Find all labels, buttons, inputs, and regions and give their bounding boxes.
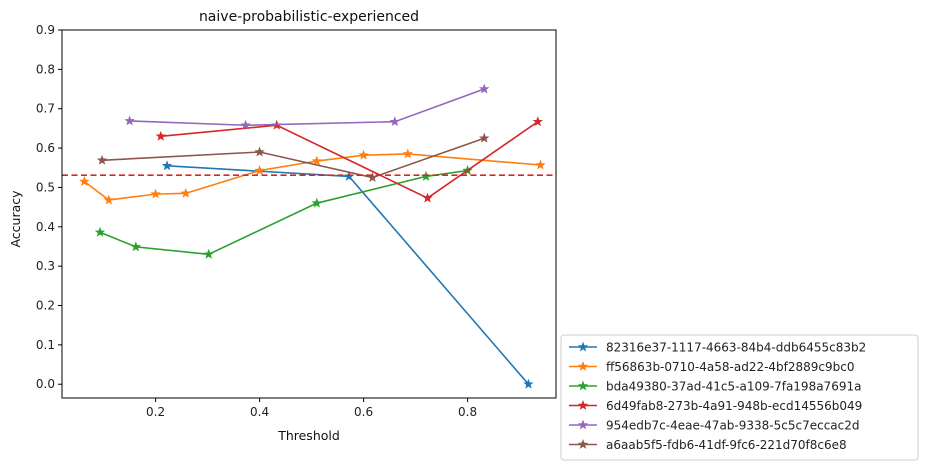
x-tick-label: 0.6 bbox=[354, 405, 373, 419]
series-6-point bbox=[96, 154, 108, 165]
legend-box bbox=[560, 334, 919, 461]
series-3-point bbox=[130, 241, 142, 252]
legend-marker-6 bbox=[577, 439, 589, 449]
series-2-point bbox=[103, 194, 114, 205]
y-tick-label: 0.9 bbox=[36, 23, 55, 37]
series-4-point bbox=[155, 130, 166, 141]
series-2-point bbox=[358, 149, 369, 160]
legend-label-1: 82316e37-1117-4663-84b4-ddb6455c83b2 bbox=[606, 341, 866, 355]
series-3-point bbox=[94, 226, 106, 237]
chart-title: naive-probabilistic-experienced bbox=[199, 9, 419, 25]
series-4-point bbox=[422, 192, 433, 203]
plot-area bbox=[62, 30, 556, 398]
series-5-point bbox=[389, 116, 400, 127]
plot-frame bbox=[61, 29, 557, 399]
series-6-point bbox=[367, 172, 378, 183]
series-2-point bbox=[254, 165, 265, 175]
series-2-point bbox=[180, 187, 191, 198]
legend-label-2: ff56863b-0710-4a58-ad22-4bf2889c9bc0 bbox=[606, 360, 855, 374]
y-axis-title: Accuracy bbox=[8, 190, 23, 248]
series-3-point bbox=[311, 197, 322, 208]
y-tick-label: 0.7 bbox=[36, 102, 55, 116]
series-5-point bbox=[124, 115, 135, 126]
series-line-4 bbox=[160, 121, 539, 199]
y-tick-label: 0.0 bbox=[36, 377, 55, 391]
series-2-point bbox=[402, 148, 413, 159]
legend-marker-1 bbox=[577, 341, 589, 352]
series-2-point bbox=[535, 159, 546, 170]
x-tick-label: 0.4 bbox=[250, 405, 269, 419]
legend-marker-2 bbox=[577, 361, 589, 371]
legend-marker-5 bbox=[577, 419, 589, 430]
series-2-point bbox=[311, 155, 322, 166]
series-4-point bbox=[532, 116, 543, 127]
series-1-point bbox=[161, 160, 173, 171]
series-6-point bbox=[479, 132, 490, 143]
legend-label-3: bda49380-37ad-41c5-a109-7fa198a7691a bbox=[606, 380, 861, 394]
x-tick-label: 0.2 bbox=[146, 405, 165, 419]
series-line-6 bbox=[101, 137, 485, 179]
series-line-5 bbox=[129, 88, 485, 127]
legend-marker-3 bbox=[577, 380, 589, 391]
axes: 0.2 0.4 0.6 0.8 0.0 0.1 0.2 0.3 0.4 0.5 0.6 0.7 0.8 0… bbox=[36, 23, 557, 419]
series-5-point bbox=[479, 83, 490, 94]
x-tick-label: 0.8 bbox=[458, 405, 477, 419]
y-tick-label: 0.6 bbox=[36, 141, 55, 155]
legend-label-4: 6d49fab8-273b-4a91-948b-ecd14556b049 bbox=[606, 399, 862, 413]
legend-label-6: a6aab5f5-fdb6-41df-9fc6-221d70f8c6e8 bbox=[606, 438, 847, 452]
x-axis-title: Threshold bbox=[277, 428, 340, 443]
y-tick-label: 0.5 bbox=[36, 180, 55, 194]
series-2-point bbox=[79, 176, 90, 186]
y-tick-label: 0.4 bbox=[36, 220, 55, 234]
plot-background bbox=[62, 30, 556, 398]
y-tick-label: 0.1 bbox=[36, 338, 55, 352]
legend-marker-4 bbox=[577, 400, 589, 410]
series-1-point bbox=[523, 378, 534, 389]
series-2-point bbox=[150, 188, 161, 199]
series-5-point bbox=[240, 119, 251, 130]
legend: 82316e37-1117-4663-84b4-ddb6455c83b2 ff56… bbox=[560, 334, 919, 461]
series-6-point bbox=[254, 146, 265, 157]
legend-label-5: 954edb7c-4eae-47ab-9338-5c5c7eccac2d bbox=[606, 419, 860, 433]
series-3-point bbox=[203, 248, 214, 259]
y-tick-label: 0.8 bbox=[36, 62, 55, 76]
y-tick-label: 0.2 bbox=[36, 299, 55, 313]
y-tick-label: 0.3 bbox=[36, 259, 55, 273]
